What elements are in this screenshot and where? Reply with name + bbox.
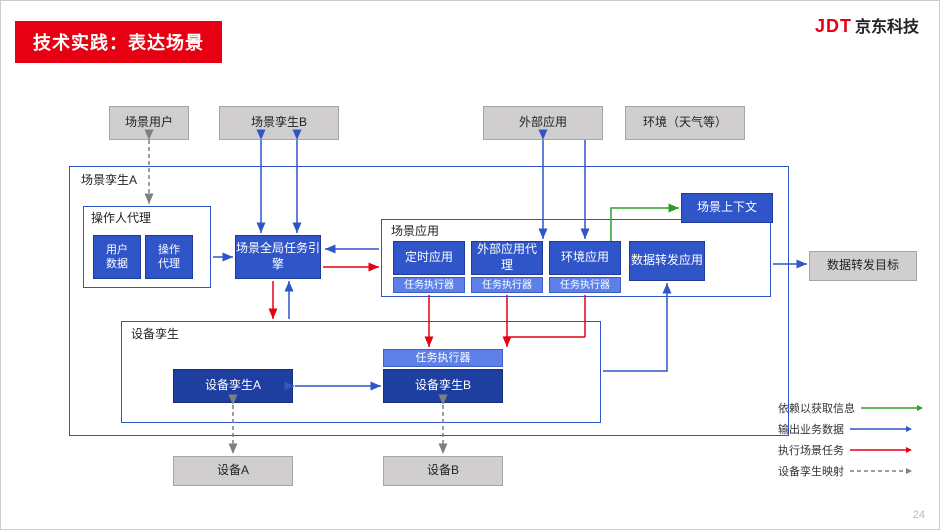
box-device-twin-b: 设备孪生B: [383, 369, 503, 403]
box-device-b: 设备B: [383, 456, 503, 486]
box-task-exec-top: 任务执行器: [383, 349, 503, 367]
label: 设备孪生B: [415, 378, 471, 394]
label: 数据转发应用: [631, 253, 703, 269]
legend-device-map: 设备孪生映射: [778, 463, 923, 479]
label: 场景用户: [125, 115, 173, 131]
label: 任务执行器: [404, 279, 454, 292]
label-operator-proxy: 操作人代理: [89, 209, 153, 226]
label: 设备孪生A: [205, 378, 261, 394]
label: 环境（天气等）: [643, 115, 727, 131]
box-env: 环境（天气等）: [625, 106, 745, 140]
legend: 依赖以获取信息 输出业务数据 执行场景任务 设备孪生映射: [778, 395, 923, 479]
label: 外部应用: [519, 115, 567, 131]
box-task-exec-1: 任务执行器: [393, 277, 465, 293]
label: 操作 代理: [158, 243, 180, 272]
label: 外部应用代理: [472, 242, 542, 273]
box-data-forward-target: 数据转发目标: [809, 251, 917, 281]
label: 任务执行器: [560, 279, 610, 292]
logo-abbr: JDT: [815, 16, 852, 36]
box-timer-app: 定时应用: [393, 241, 465, 275]
label: 定时应用: [405, 250, 453, 266]
title-banner: 技术实践：表达场景: [15, 21, 222, 63]
label-scene-twin-a: 场景孪生A: [79, 171, 139, 188]
box-global-task-engine: 场景全局任务引擎: [235, 235, 321, 279]
label: 数据转发目标: [827, 258, 899, 274]
logo-cn: 京东科技: [855, 19, 919, 36]
label-scene-app: 场景应用: [389, 222, 441, 239]
logo: JDT京东科技: [815, 13, 919, 37]
box-external-app: 外部应用: [483, 106, 603, 140]
box-device-a: 设备A: [173, 456, 293, 486]
box-task-exec-2: 任务执行器: [471, 277, 543, 293]
box-scene-user: 场景用户: [109, 106, 189, 140]
box-device-twin-a: 设备孪生A: [173, 369, 293, 403]
legend-dep-info: 依赖以获取信息: [778, 400, 923, 416]
box-scene-twin-b: 场景孪生B: [219, 106, 339, 140]
box-op-proxy: 操作 代理: [145, 235, 193, 279]
slide: 技术实践：表达场景 JDT京东科技 场景用户 场景孪生B 外部应用 环境（天气等…: [0, 0, 940, 530]
label: 任务执行器: [482, 279, 532, 292]
label: 用户 数据: [106, 243, 128, 272]
box-data-forward-app: 数据转发应用: [629, 241, 705, 281]
label: 场景全局任务引擎: [236, 241, 320, 272]
box-user-data: 用户 数据: [93, 235, 141, 279]
legend-exec-task: 执行场景任务: [778, 442, 923, 458]
box-task-exec-3: 任务执行器: [549, 277, 621, 293]
label: 场景孪生B: [251, 115, 307, 131]
legend-output-data: 输出业务数据: [778, 421, 923, 437]
page-number: 24: [913, 509, 925, 521]
label: 任务执行器: [416, 351, 471, 365]
box-external-proxy: 外部应用代理: [471, 241, 543, 275]
label-device-twin: 设备孪生: [129, 325, 181, 342]
title-text: 技术实践：表达场景: [33, 33, 204, 53]
box-env-app: 环境应用: [549, 241, 621, 275]
label: 环境应用: [561, 250, 609, 266]
label: 场景上下文: [697, 200, 757, 216]
label: 设备A: [217, 463, 249, 479]
label: 设备B: [427, 463, 459, 479]
